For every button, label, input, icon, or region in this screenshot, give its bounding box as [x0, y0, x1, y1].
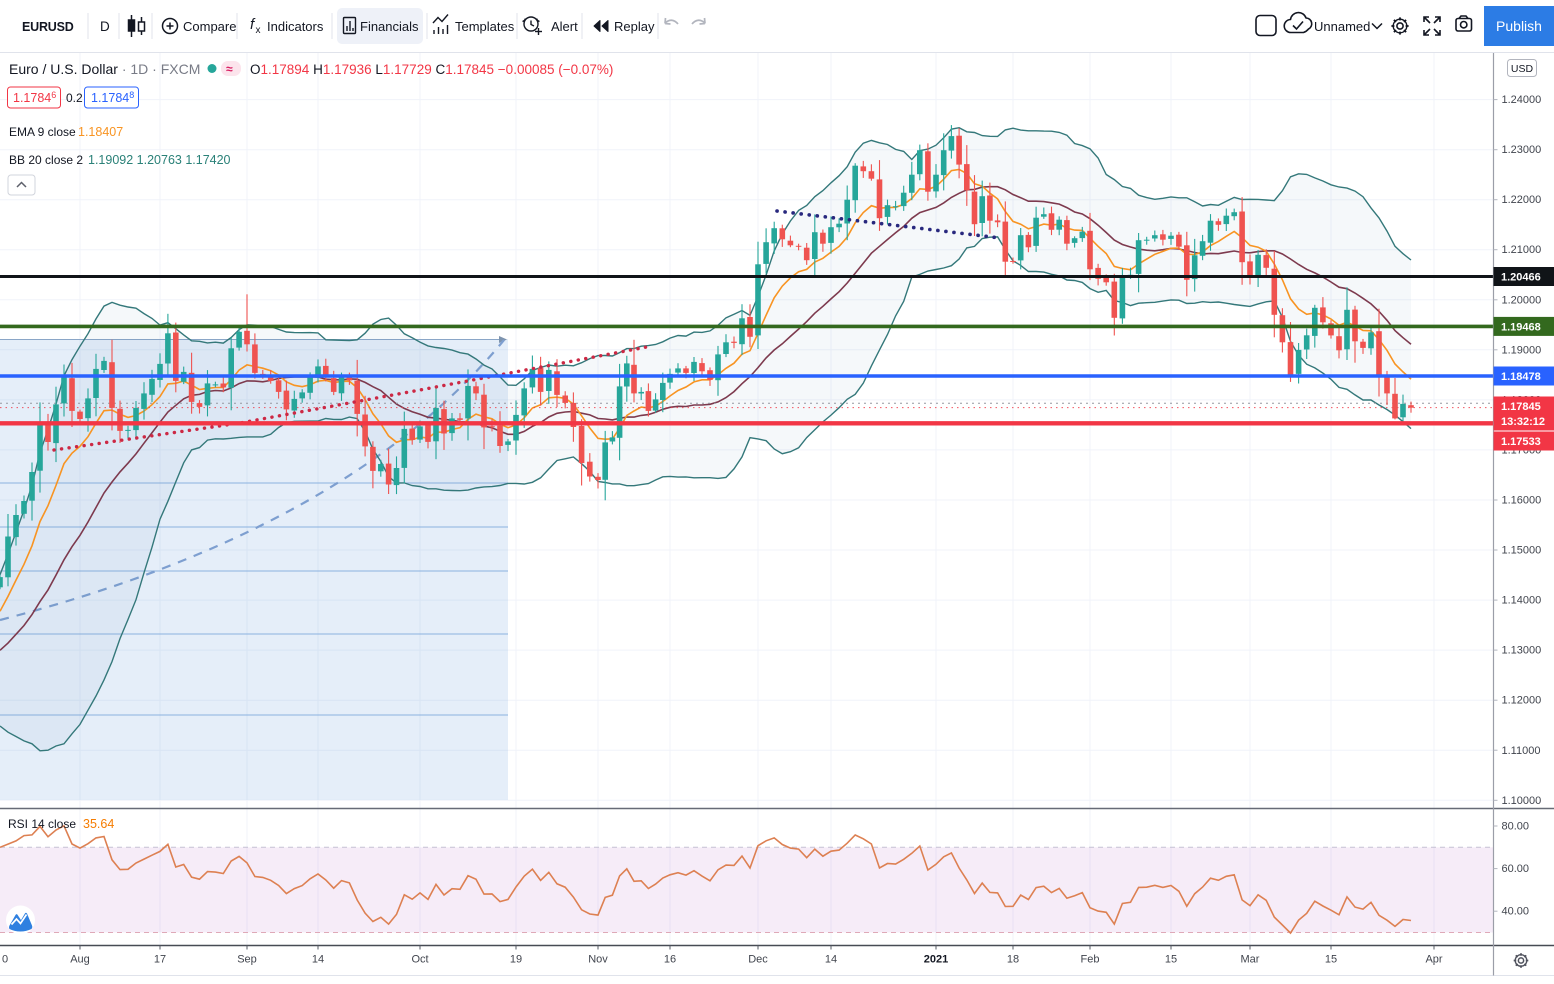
svg-text:Apr: Apr	[1425, 954, 1442, 966]
svg-text:1.17533: 1.17533	[1501, 436, 1541, 448]
svg-text:x: x	[256, 25, 261, 36]
svg-text:Oct: Oct	[411, 954, 428, 966]
svg-text:1.10000: 1.10000	[1502, 795, 1542, 807]
svg-text:Nov: Nov	[588, 954, 608, 966]
svg-text:1.11000: 1.11000	[1502, 745, 1541, 757]
svg-text:1.14000: 1.14000	[1502, 595, 1542, 607]
svg-text:1.13000: 1.13000	[1502, 645, 1542, 657]
svg-text:17: 17	[154, 954, 166, 966]
svg-text:Templates: Templates	[455, 19, 515, 34]
svg-text:EMA 9 close: EMA 9 close	[9, 125, 76, 139]
svg-text:Aug: Aug	[70, 954, 90, 966]
svg-text:16: 16	[664, 954, 676, 966]
svg-text:1.17848: 1.17848	[91, 90, 134, 105]
svg-text:1.18407: 1.18407	[78, 125, 123, 139]
svg-text:60.00: 60.00	[1502, 863, 1530, 875]
svg-text:≈: ≈	[226, 62, 233, 76]
svg-text:Sep: Sep	[237, 954, 257, 966]
svg-text:Feb: Feb	[1081, 954, 1100, 966]
svg-text:1.15000: 1.15000	[1502, 545, 1542, 557]
svg-text:Alert: Alert	[551, 19, 578, 34]
svg-text:1.19468: 1.19468	[1501, 321, 1541, 333]
svg-text:USD: USD	[1511, 63, 1534, 75]
svg-text:1.17846: 1.17846	[13, 90, 56, 105]
svg-text:1.21000: 1.21000	[1502, 244, 1542, 256]
svg-text:0: 0	[2, 954, 8, 966]
svg-text:EURUSD: EURUSD	[22, 20, 74, 34]
svg-text:RSI 14 close: RSI 14 close	[8, 817, 76, 831]
svg-text:1.23000: 1.23000	[1502, 144, 1542, 156]
svg-text:1.16000: 1.16000	[1502, 495, 1542, 507]
svg-text:O1.17894 H1.17936 L1.17729 C1.: O1.17894 H1.17936 L1.17729 C1.17845 −0.0…	[250, 62, 613, 77]
svg-text:14: 14	[312, 954, 324, 966]
svg-text:15: 15	[1325, 954, 1337, 966]
svg-text:35.64: 35.64	[83, 817, 114, 831]
svg-text:D: D	[100, 19, 110, 34]
svg-text:1.12000: 1.12000	[1502, 695, 1542, 707]
svg-text:1.24000: 1.24000	[1502, 94, 1542, 106]
svg-text:f: f	[250, 16, 256, 33]
svg-text:1.20000: 1.20000	[1502, 294, 1542, 306]
svg-text:Financials: Financials	[360, 19, 419, 34]
svg-text:15: 15	[1165, 954, 1177, 966]
svg-text:Euro / U.S. Dollar · 1D · FXCM: Euro / U.S. Dollar · 1D · FXCM	[9, 61, 200, 77]
svg-text:Publish: Publish	[1496, 18, 1542, 34]
svg-text:Mar: Mar	[1241, 954, 1260, 966]
svg-text:18: 18	[1007, 954, 1019, 966]
svg-text:Dec: Dec	[748, 954, 768, 966]
svg-text:40.00: 40.00	[1502, 906, 1530, 918]
svg-text:19: 19	[510, 954, 522, 966]
svg-text:Indicators: Indicators	[267, 19, 324, 34]
svg-text:1.17845: 1.17845	[1501, 401, 1541, 413]
svg-text:2021: 2021	[924, 954, 948, 966]
svg-text:80.00: 80.00	[1502, 821, 1530, 833]
svg-text:1.19092 1.20763 1.17420: 1.19092 1.20763 1.17420	[88, 153, 231, 167]
svg-text:Compare: Compare	[183, 19, 236, 34]
svg-text:1.22000: 1.22000	[1502, 194, 1542, 206]
svg-text:Unnamed: Unnamed	[1314, 19, 1370, 34]
svg-text:Replay: Replay	[614, 19, 655, 34]
svg-text:14: 14	[825, 954, 837, 966]
svg-text:0.2: 0.2	[66, 91, 83, 105]
svg-text:13:32:12: 13:32:12	[1501, 416, 1545, 428]
svg-text:1.18478: 1.18478	[1501, 371, 1541, 383]
svg-text:1.20466: 1.20466	[1501, 272, 1541, 284]
svg-text:1.19000: 1.19000	[1502, 344, 1542, 356]
svg-text:BB 20 close 2: BB 20 close 2	[9, 153, 83, 167]
